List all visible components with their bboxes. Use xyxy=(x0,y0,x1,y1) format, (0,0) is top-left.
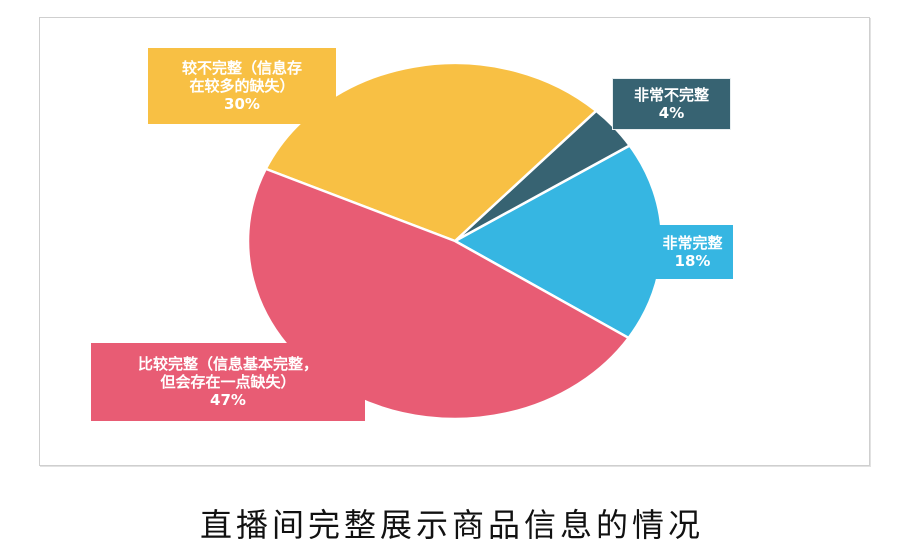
label-percent: 47% xyxy=(210,391,246,409)
chart-caption: 直播间完整展示商品信息的情况 xyxy=(199,506,704,544)
label-very-incomplete: 非常不完整 4% xyxy=(612,78,731,130)
label-text: 较不完整（信息存 xyxy=(181,59,302,77)
label-percent: 30% xyxy=(224,95,260,113)
label-very-complete: 非常完整 18% xyxy=(652,225,733,279)
label-percent: 18% xyxy=(674,252,711,270)
slice-fairly-incomplete xyxy=(264,61,598,243)
label-text: 非常不完整 xyxy=(633,86,709,104)
label-text: 但会存在一点缺失） xyxy=(160,373,296,391)
label-percent: 4% xyxy=(658,104,685,122)
label-text: 在较多的缺失） xyxy=(189,77,295,95)
label-fairly-incomplete: 较不完整（信息存 在较多的缺失） 30% xyxy=(148,48,336,124)
label-text: 比较完整（信息基本完整， xyxy=(137,355,318,373)
label-fairly-complete: 比较完整（信息基本完整， 但会存在一点缺失） 47% xyxy=(91,343,365,421)
label-text: 非常完整 xyxy=(662,234,723,252)
